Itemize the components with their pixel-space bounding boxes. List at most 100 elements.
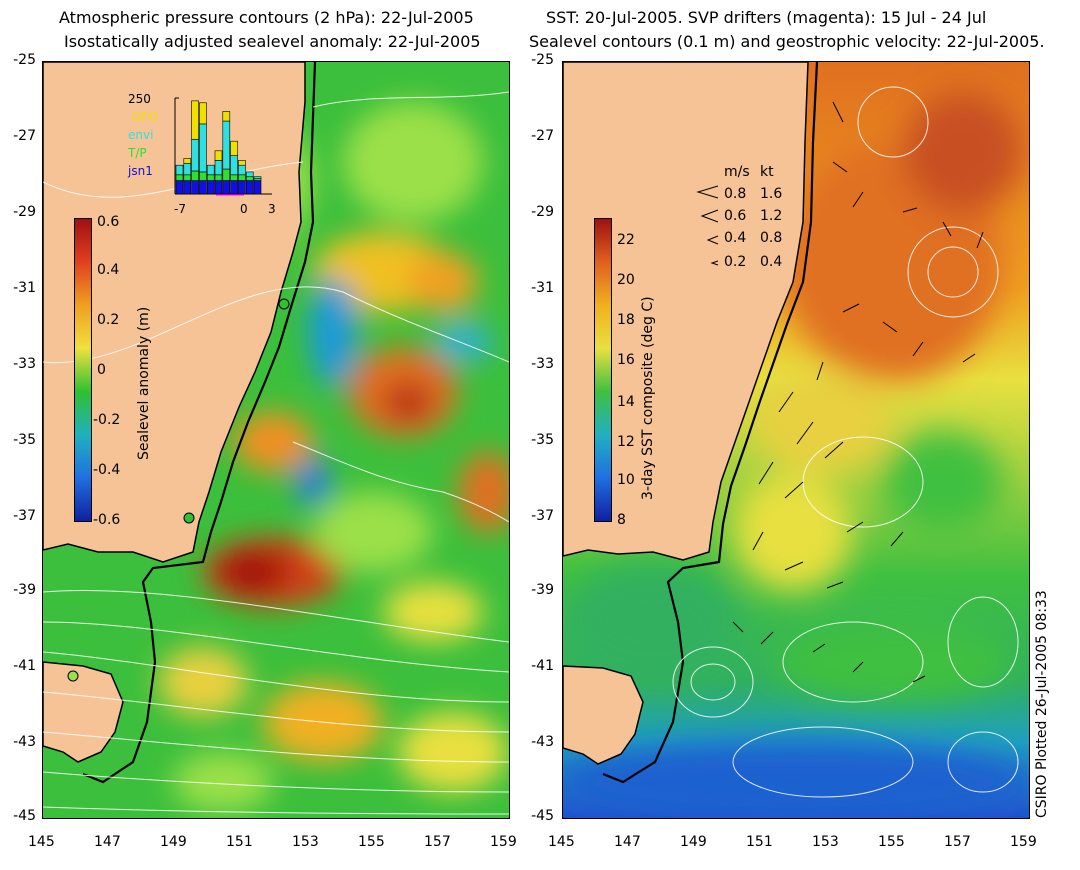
histogram-bar-tp (214, 174, 223, 181)
velocity-legend-arrows (696, 185, 719, 266)
histogram-bar-jsn1 (199, 180, 207, 195)
histogram-bar-envi (183, 162, 192, 176)
histogram-bar-gfo (214, 150, 223, 161)
x-tick-left: 145 (28, 834, 55, 850)
velocity-ms-value: 0.8 (724, 186, 747, 202)
y-tick-left: -41 (13, 658, 36, 674)
sealevel-colorbar-label: Sealevel anomaly (m) (136, 306, 152, 460)
y-tick-right: -37 (531, 508, 554, 524)
sealevel-cbar-tick: 0.2 (97, 312, 120, 328)
velocity-unit-kt: kt (760, 164, 774, 180)
y-tick-left: -45 (13, 808, 36, 824)
y-tick-left: -31 (13, 280, 36, 296)
histogram-bar-jsn1 (214, 180, 223, 195)
sst-cbar-tick: 20 (617, 272, 635, 288)
x-tick-left: 149 (160, 834, 187, 850)
y-tick-left: -39 (13, 582, 36, 598)
sealevel-cbar-tick: 0.6 (97, 214, 120, 230)
histogram-x-tick-zero: 0 (240, 202, 248, 216)
velocity-arrow-icon (706, 235, 719, 245)
sst-map (562, 61, 1030, 819)
x-tick-right: 149 (680, 834, 707, 850)
legend-gfo: GFO (132, 110, 158, 124)
histogram-max-label: 250 (128, 92, 151, 106)
y-tick-right: -35 (531, 432, 554, 448)
velocity-legend-row: 0.6 1.2 (724, 208, 796, 224)
histogram-bar-envi (253, 176, 262, 179)
histogram-bar-tp (206, 174, 215, 181)
histogram-x-tick-min: -7 (174, 202, 186, 216)
y-tick-right: -31 (531, 280, 554, 296)
x-tick-right: 159 (1010, 834, 1037, 850)
sst-map-svg (563, 62, 1029, 818)
velocity-kt-value: 0.4 (760, 254, 783, 270)
legend-envi: envi (128, 128, 154, 142)
histogram-bar-envi (222, 120, 231, 170)
histogram-bar-jsn1 (183, 180, 192, 195)
y-tick-left: -25 (13, 52, 36, 68)
histogram-bar-tp (175, 174, 184, 181)
histogram-bar-envi (191, 138, 199, 172)
sst-cbar-tick: 12 (617, 434, 635, 450)
y-tick-right: -33 (531, 356, 554, 372)
y-tick-left: -35 (13, 432, 36, 448)
y-tick-right: -27 (531, 128, 554, 144)
y-tick-left: -27 (13, 128, 36, 144)
y-tick-left: -29 (13, 204, 36, 220)
sst-colorbar-label: 3-day SST composite (deg C) (640, 296, 656, 500)
histogram-bar-tp (199, 171, 207, 181)
histogram-bar-tp (183, 174, 192, 181)
histogram-bar-jsn1 (175, 180, 184, 195)
velocity-arrow-icon (700, 209, 719, 223)
histogram-bar-envi (230, 155, 238, 176)
histogram-bar-envi (245, 171, 254, 178)
sealevel-anomaly-map-svg (43, 62, 509, 818)
velocity-kt-value: 1.2 (760, 208, 783, 224)
x-tick-right: 153 (812, 834, 839, 850)
sealevel-colorbar (74, 218, 92, 522)
altimeter-histogram-svg (174, 97, 272, 196)
y-tick-right: -29 (531, 204, 554, 220)
histogram-bar-gfo (199, 102, 207, 125)
velocity-legend-row: 0.4 0.8 (724, 230, 796, 246)
legend-jsn1: jsn1 (128, 164, 153, 178)
histogram-bar-jsn1 (230, 180, 238, 195)
histogram-bar-gfo (230, 140, 238, 156)
histogram-bar-jsn1 (245, 180, 254, 195)
left-title-line2: Isostatically adjusted sealevel anomaly:… (64, 32, 481, 51)
y-tick-right: -25 (531, 52, 554, 68)
histogram-bar-envi (199, 123, 207, 173)
x-tick-left: 151 (226, 834, 253, 850)
right-title-line2: Sealevel contours (0.1 m) and geostrophi… (529, 32, 1045, 51)
histogram-bar-gfo (183, 158, 192, 164)
x-tick-right: 147 (614, 834, 641, 850)
velocity-legend-header: m/s kt (724, 164, 796, 180)
velocity-kt-value: 1.6 (760, 186, 783, 202)
x-tick-left: 155 (358, 834, 385, 850)
left-title-line1: Atmospheric pressure contours (2 hPa): 2… (59, 8, 474, 27)
histogram-bar-jsn1 (238, 180, 246, 195)
velocity-ms-value: 0.2 (724, 254, 747, 270)
histogram-bar-gfo (191, 100, 199, 140)
right-title-line1: SST: 20-Jul-2005. SVP drifters (magenta)… (546, 8, 987, 27)
x-tick-right: 155 (878, 834, 905, 850)
histogram-bar-tp (245, 176, 254, 181)
y-tick-right: -39 (531, 582, 554, 598)
histogram-bar-envi (175, 164, 184, 176)
histogram-bar-tp (222, 168, 231, 181)
histogram-bar-jsn1 (206, 180, 215, 195)
sealevel-cbar-tick: -0.6 (93, 512, 121, 528)
sst-cbar-tick: 10 (617, 472, 635, 488)
sst-cbar-tick: 22 (617, 232, 635, 248)
histogram-bar-envi (206, 164, 215, 176)
sst-cbar-tick: 18 (617, 312, 635, 328)
sealevel-cbar-tick: 0 (97, 362, 106, 378)
y-tick-left: -43 (13, 734, 36, 750)
histogram-bar-gfo (222, 111, 231, 122)
velocity-arrow-icon (696, 185, 719, 199)
y-tick-left: -33 (13, 356, 36, 372)
sst-colorbar (594, 218, 612, 522)
x-tick-right: 145 (548, 834, 575, 850)
histogram-bar-envi (214, 160, 223, 176)
x-tick-right: 157 (944, 834, 971, 850)
